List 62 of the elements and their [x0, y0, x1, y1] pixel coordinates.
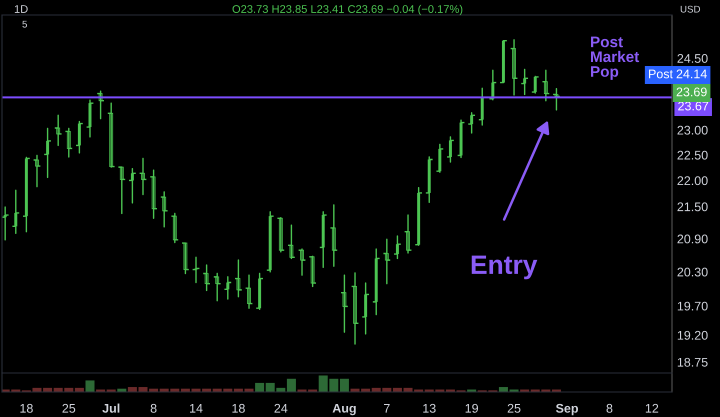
candlestick: [44, 128, 52, 178]
x-tick-label: 8: [606, 404, 612, 413]
candlestick: [510, 39, 518, 96]
x-tick-label: 8: [150, 404, 157, 413]
text: USD: [680, 6, 700, 13]
candlestick: [32, 154, 42, 188]
candlestick: [393, 235, 402, 260]
annotation: Entry: [472, 256, 538, 280]
x-tick-label: Aug: [332, 404, 356, 416]
bar: [85, 380, 94, 392]
candlestick: [75, 120, 84, 154]
candlestick: [244, 274, 254, 309]
text: 24.14: [676, 70, 707, 78]
annotation: Post: [649, 70, 673, 78]
candlestick: [319, 211, 328, 268]
x-tick-label: 13: [423, 404, 436, 413]
y-tick-label: 19.20: [678, 330, 708, 340]
candlestick: [86, 100, 94, 138]
candlestick: [456, 119, 466, 158]
text: 23.69: [676, 88, 707, 96]
candlestick: [224, 276, 232, 300]
candlestick: [266, 211, 274, 273]
y-tick-label: 22.00: [677, 176, 708, 186]
candlestick: [128, 168, 136, 204]
candlestick: [340, 274, 349, 333]
x-tick-label: Sep: [556, 404, 578, 416]
x-tick-label: Jul: [102, 404, 120, 413]
x-tick-label: 24: [274, 404, 288, 413]
y-tick-label: 20.30: [677, 268, 708, 276]
y-tick-label: 21.50: [677, 202, 708, 212]
candlestick: [350, 272, 360, 345]
annotation: Post Market Pop: [591, 36, 640, 80]
text: O23.73 H23.85 L23.41 C23.69 −0.04 (−0.17%): [232, 4, 462, 16]
candlestick: [362, 282, 370, 335]
x-tick-label: 19: [466, 404, 478, 413]
candlestick: [552, 88, 561, 111]
candlestick: [446, 136, 455, 163]
candlestick: [192, 256, 200, 284]
x-tick-label: 25: [508, 404, 520, 413]
x-tick-label: 25: [62, 404, 76, 413]
candlestick: [138, 158, 148, 196]
bar: [117, 388, 126, 392]
bar: [318, 375, 328, 392]
annotation: 5: [22, 20, 27, 28]
candlestick: [12, 190, 20, 234]
candlestick: [404, 214, 412, 254]
candlestick: [425, 156, 434, 204]
y-tick-label: 18.75: [678, 358, 708, 367]
candlestick: [372, 248, 380, 316]
candlestick: [520, 68, 529, 96]
x-tick-label: 12: [646, 404, 658, 413]
y-tick-label: 22.50: [677, 150, 708, 160]
y-tick-label: 20.90: [677, 234, 708, 244]
x-tick-label: 14: [190, 404, 203, 413]
text: 1D: [14, 5, 28, 13]
y-tick-label: 24.50: [677, 54, 708, 63]
x-tick-label: 18: [232, 404, 245, 413]
y-tick-label: 19.70: [678, 302, 708, 311]
candlestick: [468, 112, 476, 134]
x-tick-label: 7: [384, 404, 390, 413]
y-tick-label: 23.00: [677, 126, 708, 135]
x-tick-label: 18: [20, 404, 33, 413]
